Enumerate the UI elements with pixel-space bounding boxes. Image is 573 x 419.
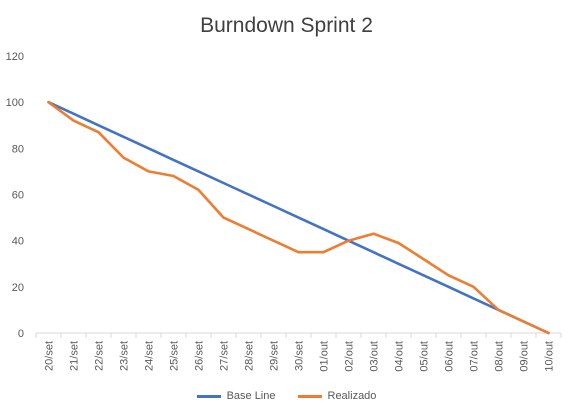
y-tick-label: 80 — [12, 143, 24, 155]
x-tick-label: 10/out — [544, 341, 556, 372]
x-tick-label: 21/set — [69, 341, 81, 371]
x-tick-label: 02/out — [344, 341, 356, 372]
x-tick-label: 03/out — [369, 341, 381, 372]
y-tick-label: 120 — [6, 51, 24, 63]
x-tick-label: 05/out — [419, 341, 431, 372]
legend-swatch-base-line — [196, 394, 221, 398]
legend-label-realizado: Realizado — [327, 390, 377, 402]
x-tick-label: 28/set — [244, 341, 256, 371]
legend-item-base-line: Base Line — [196, 390, 276, 402]
x-tick-label: 01/out — [319, 341, 331, 372]
series-line-realizado — [47, 100, 550, 335]
x-tick-label: 04/out — [394, 341, 406, 372]
x-tick-label: 07/out — [469, 341, 481, 372]
y-tick-label: 40 — [12, 236, 24, 248]
x-tick-label: 22/set — [94, 341, 106, 371]
legend-swatch-realizado — [297, 394, 322, 398]
y-tick-label: 100 — [6, 97, 24, 109]
y-tick-label: 60 — [12, 190, 24, 202]
x-tick-label: 25/set — [169, 341, 181, 371]
y-tick-label: 20 — [12, 282, 24, 294]
legend: Base Line Realizado — [0, 390, 573, 402]
x-tick-label: 24/set — [144, 341, 156, 371]
x-tick-label: 06/out — [444, 341, 456, 372]
x-tick-label: 29/set — [269, 341, 281, 371]
legend-label-base-line: Base Line — [226, 390, 276, 402]
x-tick-label: 08/out — [494, 341, 506, 372]
x-tick-label: 26/set — [194, 341, 206, 371]
legend-item-realizado: Realizado — [297, 390, 377, 402]
y-tick-label: 0 — [18, 328, 24, 340]
x-tick-label: 30/set — [294, 341, 306, 371]
x-tick-label: 27/set — [219, 341, 231, 371]
chart-title: Burndown Sprint 2 — [200, 14, 373, 37]
series-line-base-line — [47, 100, 550, 335]
x-tick-label: 20/set — [44, 341, 56, 371]
x-tick-label: 23/set — [119, 341, 131, 371]
x-tick-label: 09/out — [519, 341, 531, 372]
